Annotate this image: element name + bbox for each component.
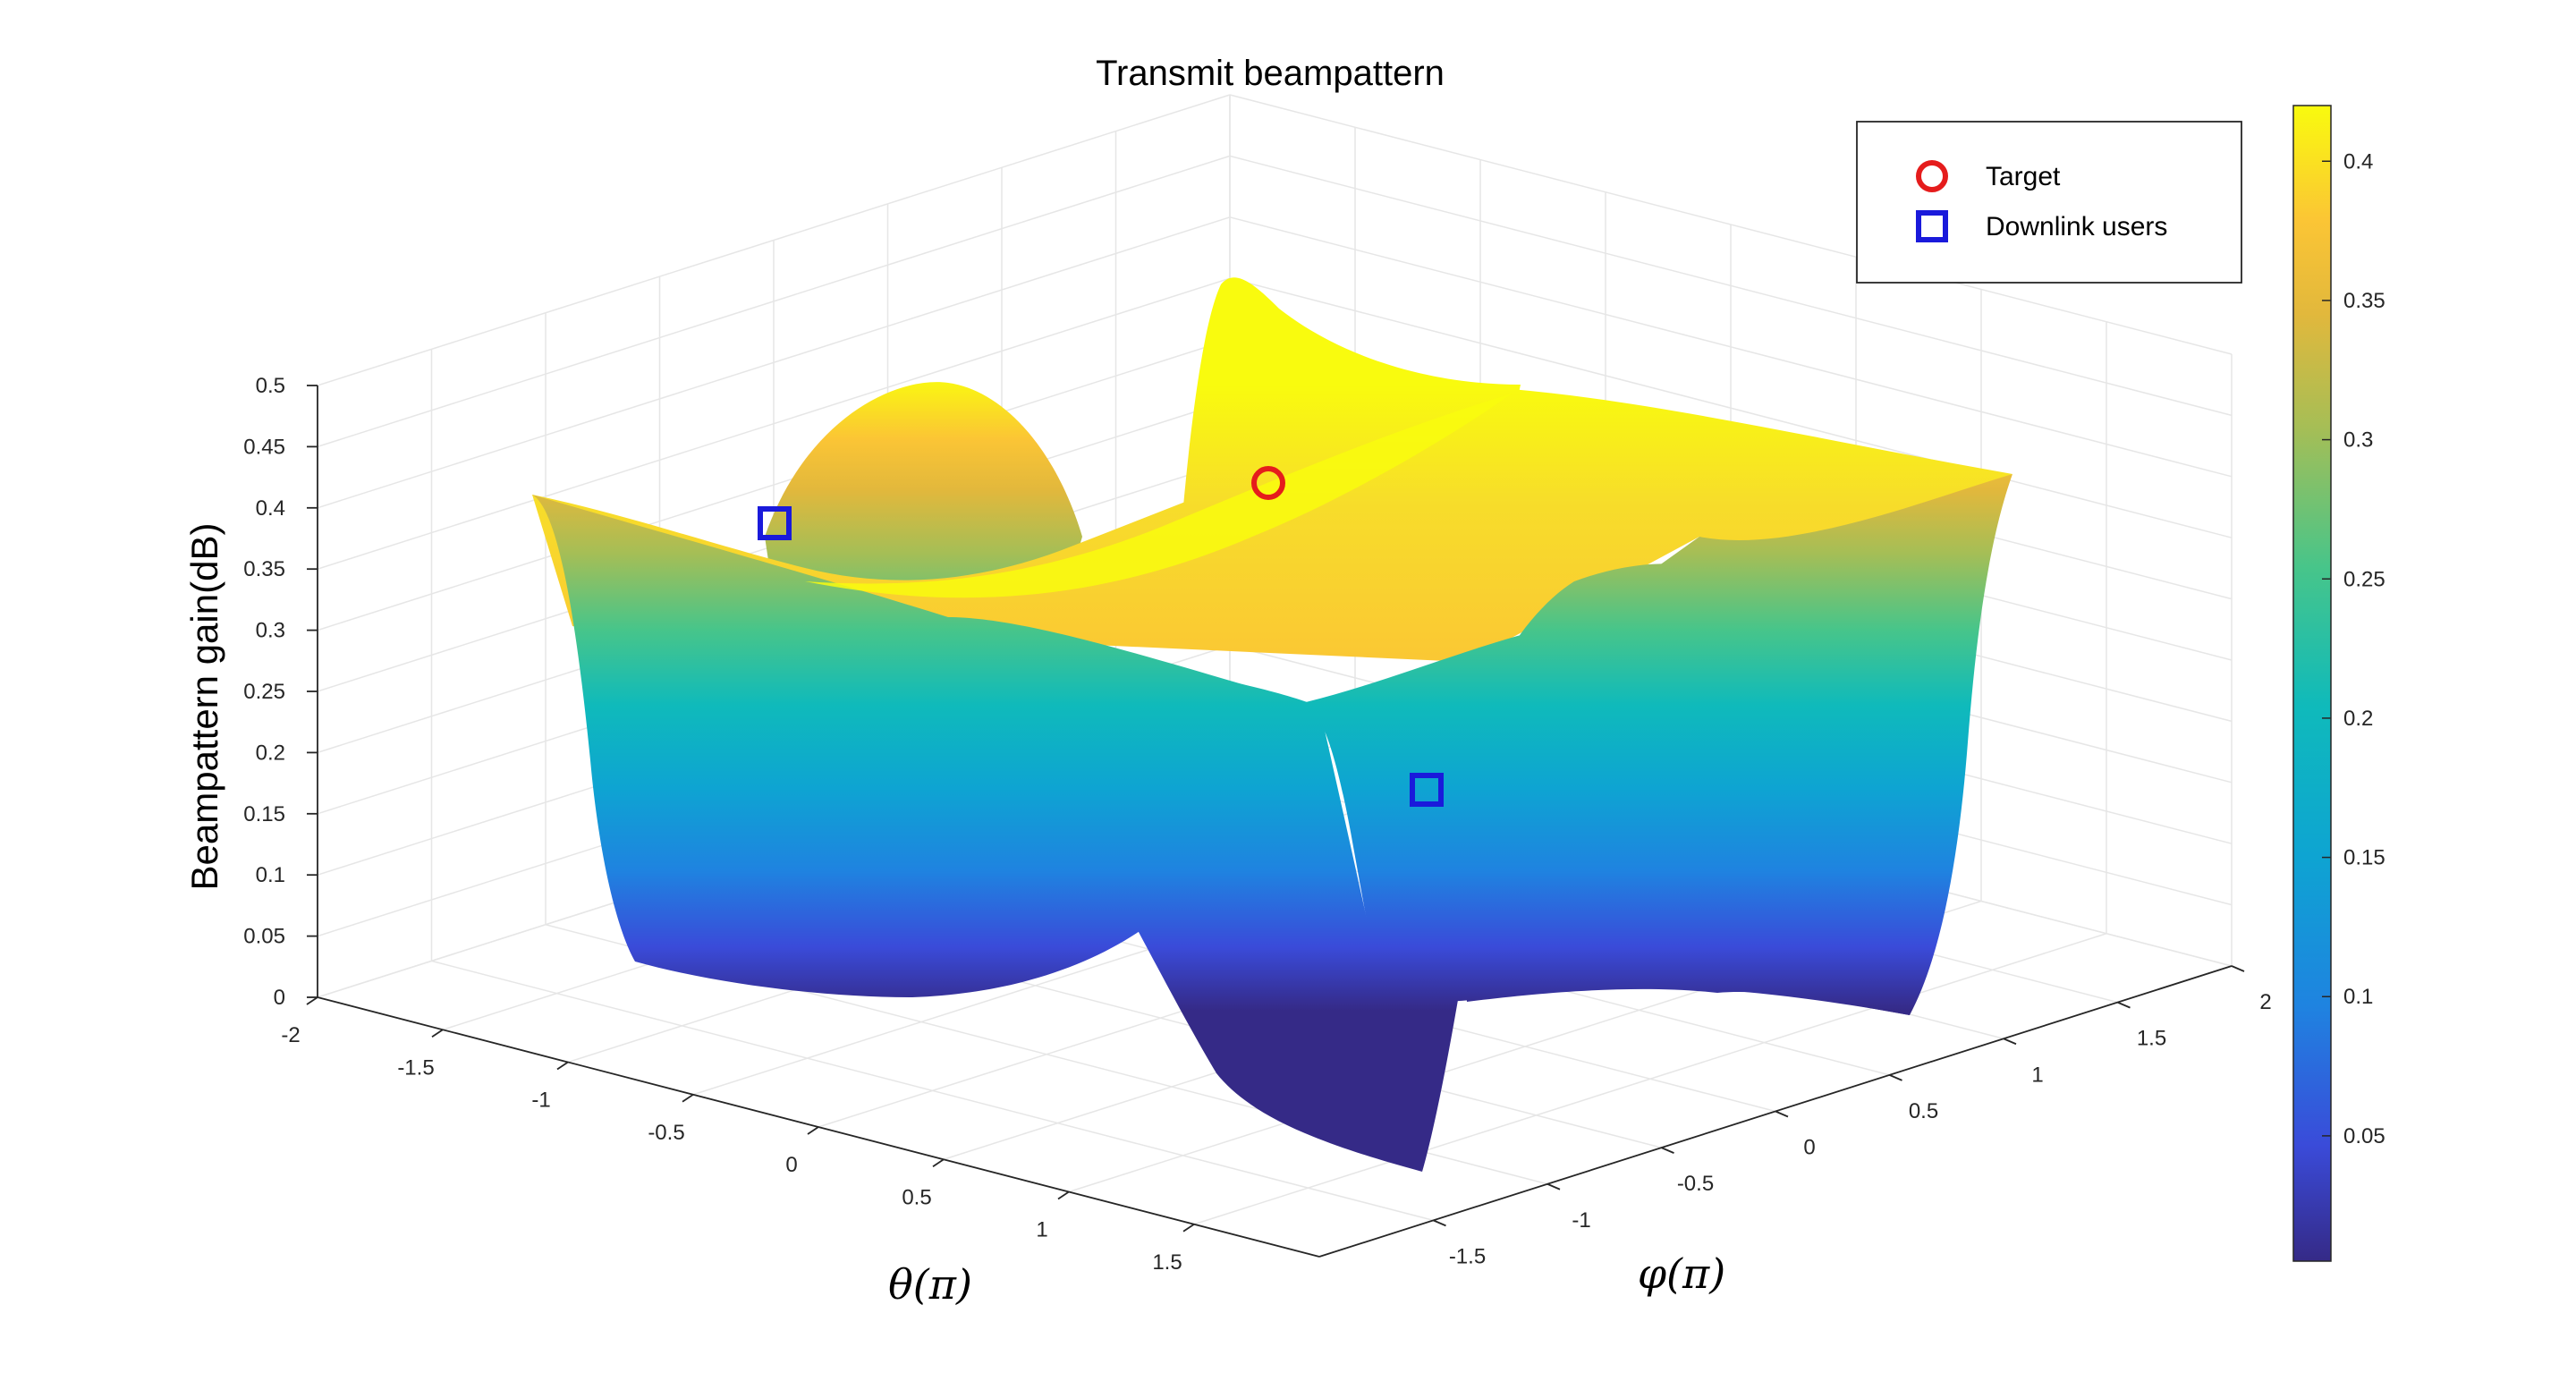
grid-line: [317, 216, 1231, 509]
surface-front-leaf: [966, 626, 1422, 1172]
y-tick-label: -1: [1572, 1208, 1590, 1233]
z-tick-label: 0.5: [256, 374, 285, 398]
x-tick-label: 0: [785, 1153, 797, 1177]
colorbar-tick-label: 0.15: [2343, 846, 2385, 870]
x-tick-label: 1.5: [1152, 1250, 1182, 1275]
z-tick-label: 0.4: [256, 496, 285, 521]
z-tick-label: 0.45: [243, 435, 285, 459]
colorbar-tick-label: 0.2: [2343, 707, 2373, 731]
z-tick-label: 0.05: [243, 925, 285, 949]
grid-line: [317, 277, 1231, 570]
z-tick-label: 0.3: [256, 619, 285, 643]
z-axis-label: Beampattern gain(dB): [183, 523, 225, 891]
x-tick-label: 1: [1036, 1218, 1047, 1242]
legend-users-marker: [1916, 210, 1948, 242]
colorbar-tick-label: 0.1: [2343, 985, 2373, 1009]
downlink-user-marker: [1410, 773, 1444, 807]
grid-line: [1229, 155, 2233, 417]
y-tick-label: 0: [1803, 1136, 1815, 1160]
y-tick-label: 0.5: [1909, 1099, 1938, 1123]
beampattern-surface: [532, 277, 2012, 1172]
surface-rear-dome: [765, 382, 1082, 626]
y-tick-label: 1.5: [2137, 1027, 2166, 1051]
surface-main-ridge: [532, 389, 2012, 670]
legend: Target Downlink users: [1856, 121, 2242, 284]
y-tick-label: 2: [2259, 990, 2271, 1014]
x-axis-label: θ(π): [888, 1260, 972, 1309]
x-tick-label: -0.5: [648, 1121, 684, 1145]
x-tick-label: -2: [281, 1023, 300, 1047]
y-tick-mark: [1433, 1219, 1446, 1227]
target-marker: [1251, 466, 1285, 500]
y-tick-mark: [1661, 1147, 1674, 1154]
x-tick-label: 0.5: [902, 1185, 931, 1209]
x-tick-mark: [932, 1158, 945, 1167]
colorbar-tick-label: 0.35: [2343, 289, 2385, 313]
grid-line: [1229, 216, 2233, 478]
y-tick-label: 1: [2031, 1063, 2043, 1087]
y-tick-mark: [1546, 1182, 1561, 1190]
colorbar-gradient: [2292, 105, 2332, 1262]
y-tick-mark: [2231, 965, 2245, 972]
y-tick-mark: [2117, 1001, 2131, 1009]
grid-line: [317, 94, 1231, 386]
x-tick-mark: [306, 996, 318, 1005]
x-tick-mark: [807, 1126, 819, 1135]
colorbar-tick-label: 0.4: [2343, 149, 2373, 174]
x-tick-mark: [1057, 1190, 1070, 1200]
z-tick-label: 0.2: [256, 741, 285, 765]
y-tick-mark: [1889, 1074, 1902, 1081]
legend-users-label: Downlink users: [1986, 212, 2167, 241]
grid-line: [1229, 277, 2233, 538]
y-tick-mark: [2003, 1038, 2017, 1046]
colorbar-ticks: 0.05 0.1 0.15 0.2 0.25 0.3 0.35 0.4: [2322, 149, 2385, 1148]
x-tick-mark: [682, 1094, 694, 1103]
y-tick-label: -1.5: [1449, 1244, 1486, 1268]
z-tick-label: 0.25: [243, 680, 285, 704]
surface-valley-spine: [1306, 626, 1556, 1172]
z-tick-label: 0.1: [256, 863, 285, 887]
grid-line: [1229, 94, 2233, 355]
surface-ridge-highlight: [805, 394, 1512, 598]
grid-line: [317, 338, 1231, 631]
x-tick-label: -1: [531, 1089, 550, 1113]
x-tick-mark: [431, 1029, 444, 1038]
data-markers: [758, 466, 1444, 807]
colorbar-tick-label: 0.3: [2343, 428, 2373, 453]
grid-line: [431, 960, 1434, 1222]
y-tick-mark: [1775, 1110, 1789, 1118]
colorbar: 0.05 0.1 0.15 0.2 0.25 0.3 0.35 0.4: [2292, 105, 2385, 1262]
axes: 0 0.05 0.1 0.15 0.2 0.25 0.3 0.35 0.4 0.45 0.5 -2 -1…: [243, 374, 2271, 1275]
z-tick-label: 0.35: [243, 557, 285, 581]
grid-line: [317, 155, 1231, 448]
z-tick-label: 0: [274, 986, 285, 1010]
downlink-user-marker: [758, 506, 792, 540]
x-tick-label: -1.5: [397, 1055, 434, 1080]
legend-target-label: Target: [1986, 162, 2061, 191]
chart-title: Transmit beampattern: [1096, 54, 1445, 93]
x-tick-mark: [556, 1061, 569, 1071]
legend-box: [1856, 121, 2242, 284]
colorbar-tick-label: 0.25: [2343, 567, 2385, 591]
legend-target-marker: [1916, 160, 1948, 192]
y-axis-label: φ(π): [1638, 1250, 1725, 1298]
z-tick-label: 0.15: [243, 802, 285, 826]
x-tick-mark: [1182, 1224, 1195, 1233]
colorbar-tick-label: 0.05: [2343, 1124, 2385, 1148]
y-tick-label: -0.5: [1677, 1172, 1714, 1196]
